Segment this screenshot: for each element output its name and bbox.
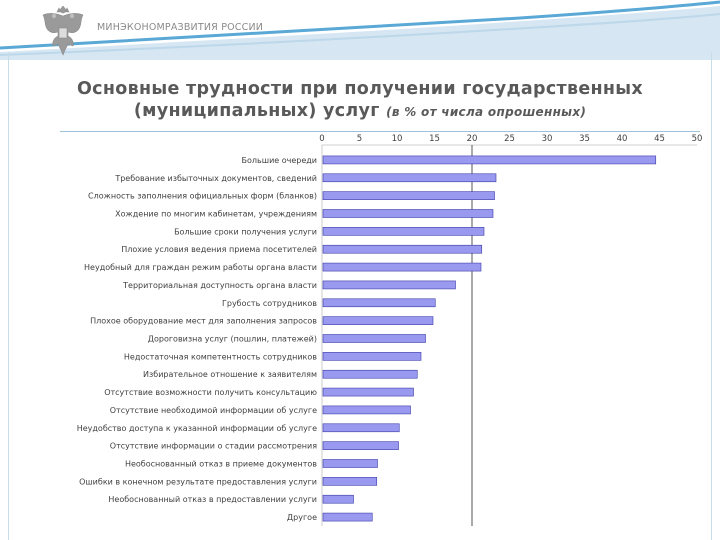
title-note: (в % от числа опрошенных)	[386, 105, 587, 119]
x-tick-label: 40	[617, 134, 628, 144]
bar	[322, 334, 426, 343]
bar	[322, 191, 495, 200]
x-tick-label: 30	[542, 134, 553, 144]
category-label: Требование избыточных документов, сведен…	[114, 174, 317, 183]
x-tick-label: 5	[357, 134, 362, 144]
category-label: Плохое оборудование мест для заполнения …	[90, 317, 317, 326]
ministry-name: МИНЭКОНОМРАЗВИТИЯ РОССИИ	[97, 22, 264, 33]
category-label: Отсутствие возможности получить консульт…	[104, 388, 317, 397]
frame-right-border	[711, 52, 712, 540]
bar	[322, 441, 399, 450]
bar	[322, 494, 354, 504]
category-label: Необоснованный отказ в приеме документов	[125, 460, 317, 469]
category-label: Плохие условия ведения приема посетителе…	[121, 245, 317, 254]
bar	[322, 459, 378, 468]
bar	[322, 405, 411, 415]
x-tick-label: 50	[692, 134, 703, 144]
bar	[322, 262, 482, 272]
bar	[322, 387, 414, 397]
category-label: Неудобство доступа к указанной информаци…	[77, 424, 317, 433]
bar	[322, 280, 456, 290]
x-tick-label: 15	[429, 134, 440, 144]
title-line-1: Основные трудности при получении государ…	[77, 79, 643, 99]
category-label: Избирательное отношение к заявителям	[143, 370, 317, 379]
category-label: Большие очереди	[242, 156, 317, 165]
bar	[322, 227, 485, 236]
category-label: Большие сроки получения услуги	[174, 227, 317, 236]
title-underline	[60, 131, 700, 132]
bar	[322, 173, 497, 183]
category-label: Неудобный для граждан режим работы орган…	[84, 263, 317, 272]
x-tick-label: 20	[467, 134, 478, 144]
category-label: Дороговизна услуг (пошлин, платежей)	[148, 335, 317, 344]
category-label: Территориальная доступность органа власт…	[122, 281, 317, 290]
frame-left-border	[8, 52, 9, 540]
title-line-2-main: (муниципальных) услуг	[133, 101, 380, 121]
bar	[322, 316, 434, 325]
category-label: Недостаточная компетентность сотрудников	[124, 352, 317, 361]
bar	[322, 155, 657, 165]
bar	[322, 369, 418, 379]
category-label: Необоснованный отказ в предоставлении ус…	[108, 495, 317, 504]
x-tick-label: 35	[579, 134, 590, 144]
category-label: Грубость сотрудников	[222, 299, 317, 308]
category-label: Отсутствие необходимой информации об усл…	[110, 406, 317, 415]
bar	[322, 512, 373, 522]
header-wave	[0, 0, 720, 60]
category-label: Сложность заполнения официальных форм (б…	[88, 192, 317, 201]
category-label: Ошибки в конечном результате предоставле…	[79, 477, 317, 486]
x-tick-label: 10	[392, 134, 403, 144]
bar	[322, 352, 422, 361]
title-line-2: (муниципальных) услуг (в % от числа опро…	[40, 100, 680, 123]
x-tick-label: 45	[654, 134, 665, 144]
x-tick-label: 25	[504, 134, 515, 144]
bar	[322, 423, 400, 433]
category-label: Другое	[287, 513, 317, 522]
bar	[322, 477, 378, 486]
coat-of-arms-icon	[42, 6, 84, 56]
bar	[322, 298, 436, 308]
slide-title: Основные трудности при получении государ…	[40, 78, 680, 123]
bar	[322, 209, 494, 218]
bar	[322, 244, 483, 254]
x-tick-label: 0	[319, 134, 324, 144]
category-label: Хождение по многим кабинетам, учреждения…	[115, 210, 317, 219]
category-label: Отсутствие информации о стадии рассмотре…	[110, 442, 317, 451]
